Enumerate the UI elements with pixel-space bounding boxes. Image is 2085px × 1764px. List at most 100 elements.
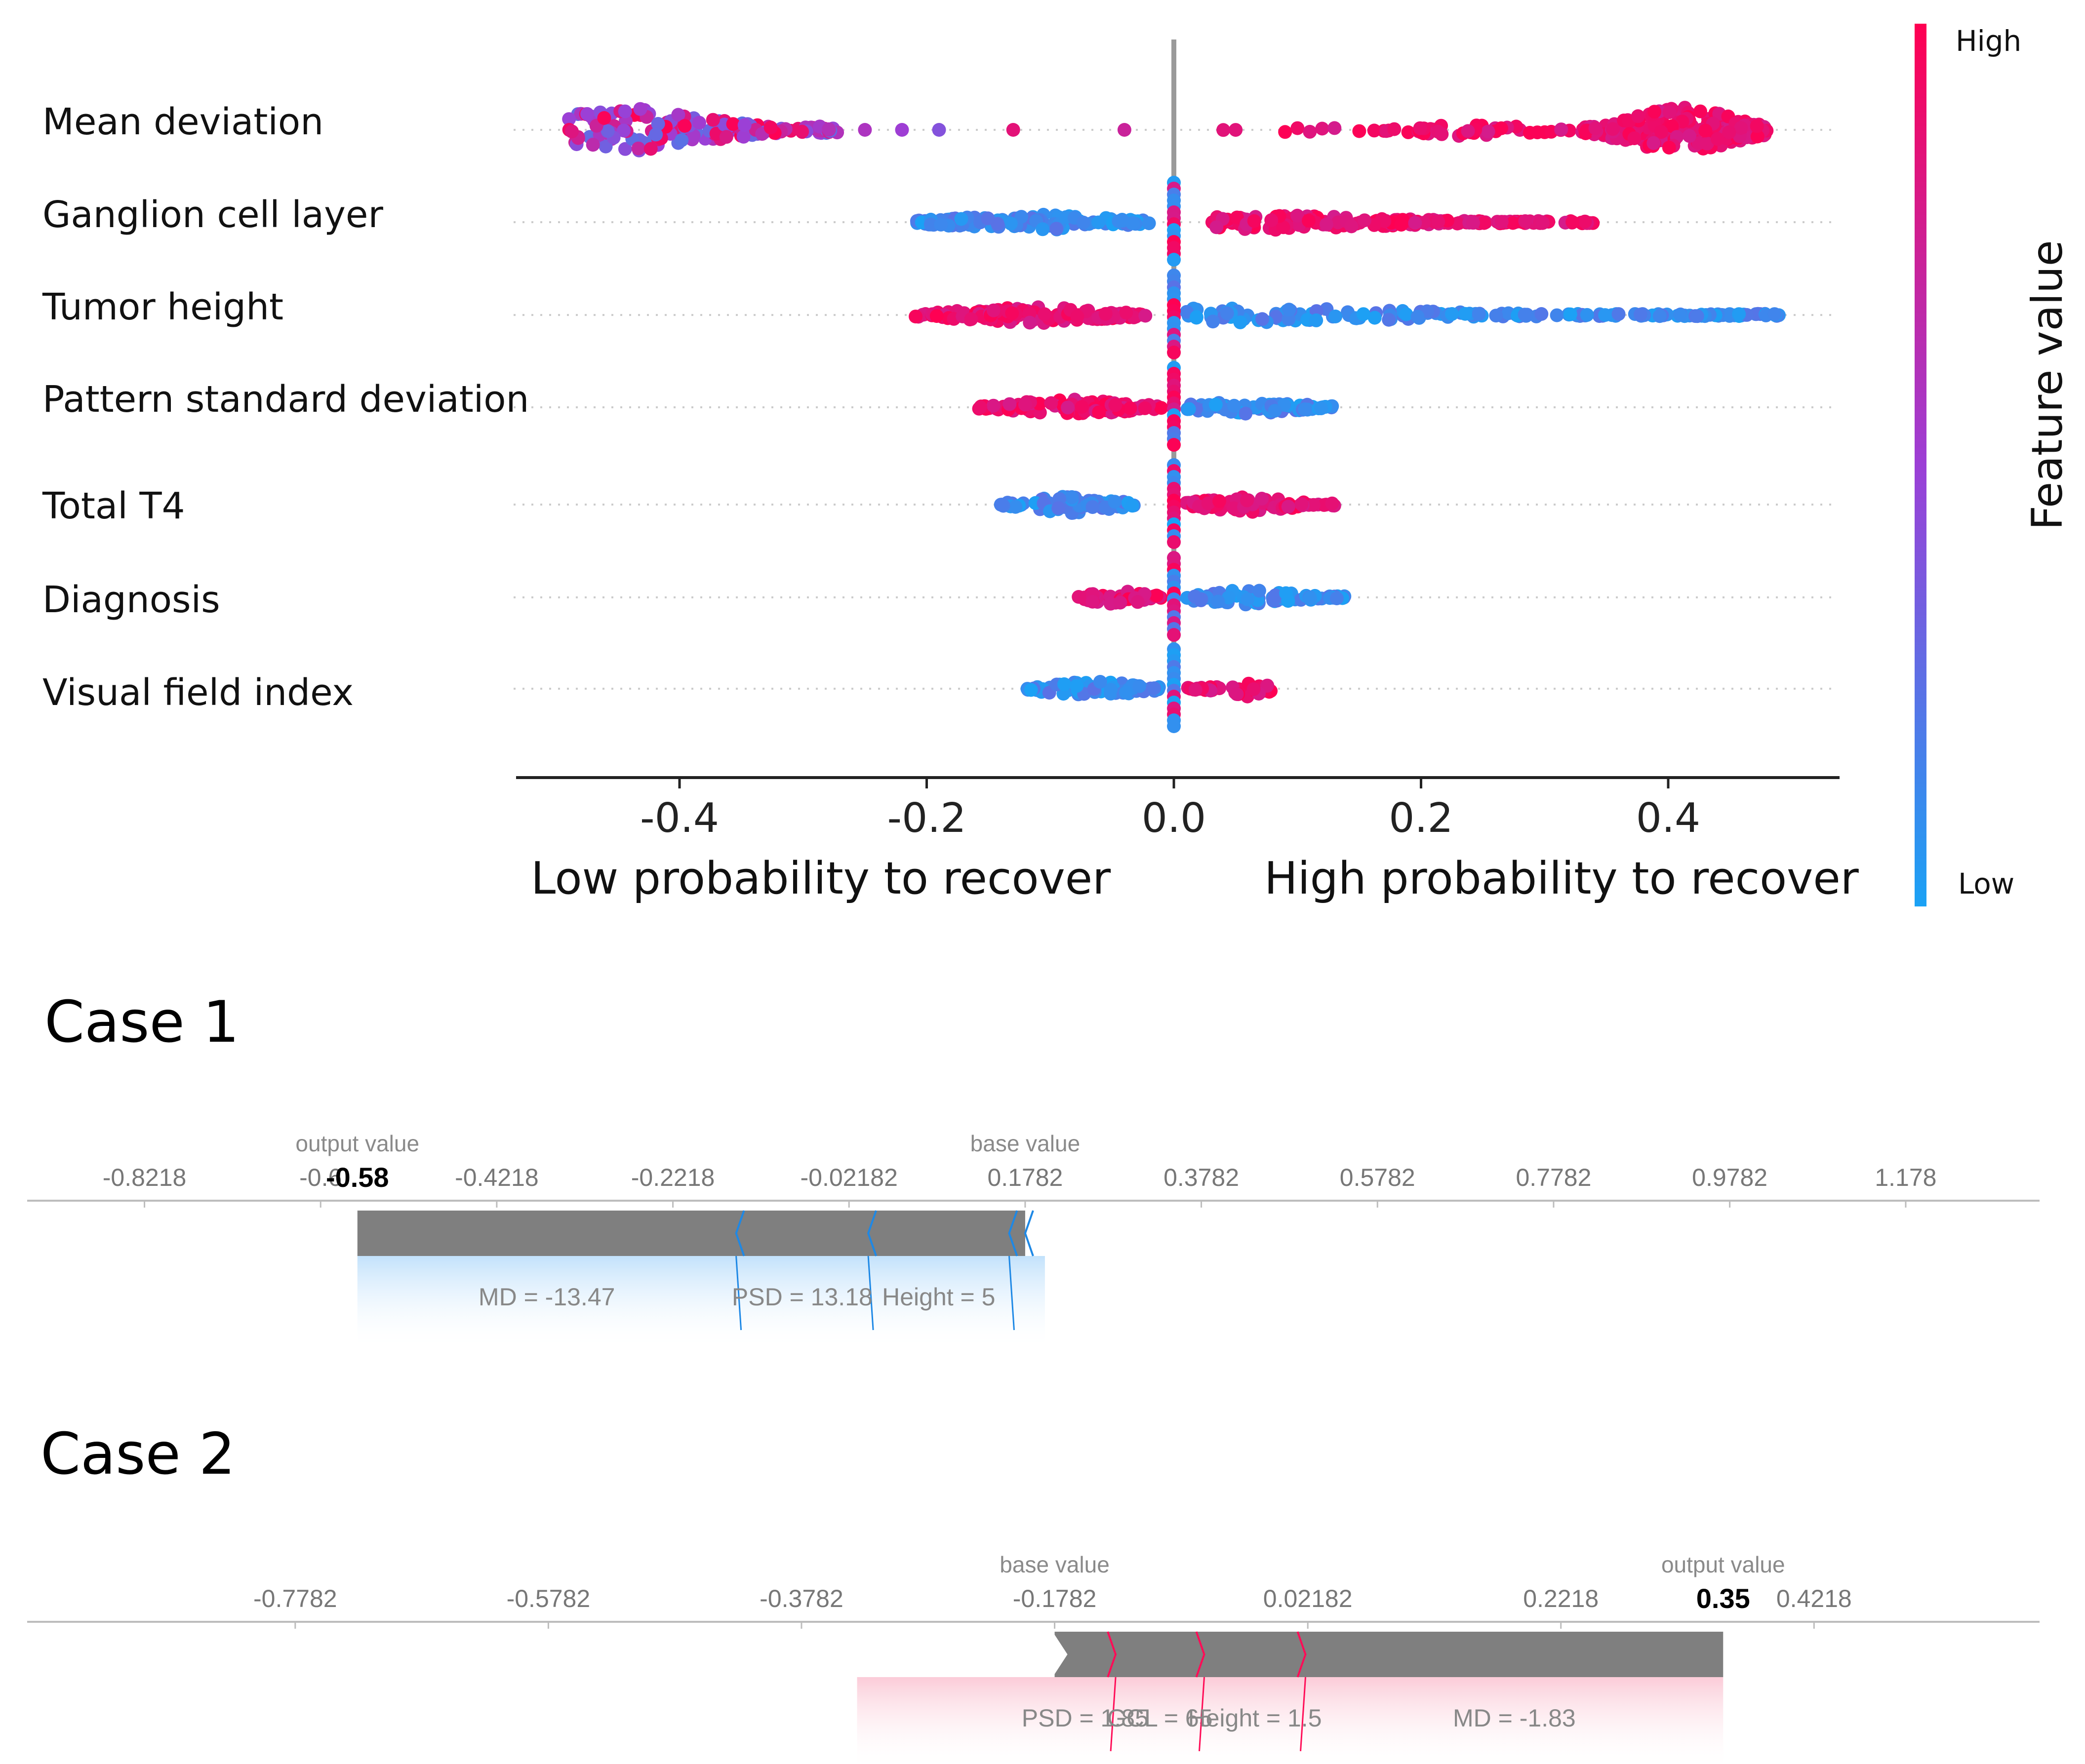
shap-point: [1093, 675, 1107, 689]
shap-point: [954, 212, 968, 226]
shap-point: [1302, 214, 1316, 228]
segment-chevron: [735, 1210, 745, 1256]
force-tick-label: 0.2218: [1523, 1585, 1599, 1612]
shap-point: [923, 217, 938, 232]
shap-point: [1005, 306, 1019, 320]
shap-point: [1201, 496, 1215, 510]
shap-point: [643, 142, 658, 156]
shap-point: [631, 141, 645, 156]
shap-point: [562, 112, 576, 126]
segment-separator: [735, 1255, 742, 1331]
segment-label: PSD = 13.18: [732, 1283, 873, 1311]
shap-point: [1130, 595, 1145, 609]
force-tick-label: 1.178: [1875, 1164, 1936, 1191]
x-tick-label: 0.2: [1389, 795, 1453, 842]
shap-point: [1264, 213, 1279, 227]
shap-point: [1255, 312, 1269, 326]
shap-point: [1229, 123, 1243, 137]
x-label-high: High probability to recover: [1264, 853, 1859, 904]
shap-point: [895, 123, 909, 137]
force-tick-label: -0.02182: [801, 1164, 898, 1191]
shap-point: [1117, 123, 1131, 137]
force-tick-label: 0.5782: [1340, 1164, 1415, 1191]
shap-point: [858, 123, 872, 137]
shap-point: [1298, 402, 1312, 417]
shap-point: [1314, 401, 1328, 416]
colorbar-high-label: High: [1956, 24, 2021, 58]
force-bar: [357, 1211, 1025, 1256]
shap-point: [995, 498, 1009, 512]
x-tick-label: -0.2: [887, 795, 966, 842]
force-tick-label: 0.7782: [1516, 1164, 1591, 1191]
segment-chevron: [1008, 1210, 1018, 1256]
segment-label: MD = -13.47: [479, 1283, 615, 1311]
shap-point: [1194, 592, 1208, 606]
shap-point: [1563, 307, 1577, 321]
shap-point: [1536, 216, 1550, 230]
force-tick-label: -0.2218: [631, 1164, 715, 1191]
feature-label: Tumor height: [42, 286, 283, 328]
shap-point: [1098, 307, 1113, 321]
colorbar-low-label: Low: [1958, 867, 2014, 901]
shap-point: [1276, 220, 1290, 235]
shap-point: [597, 111, 611, 125]
shap-point: [675, 133, 689, 147]
output-value: -0.58: [326, 1162, 389, 1193]
shap-point: [981, 211, 995, 226]
shap-point: [1268, 404, 1282, 418]
shap-point: [1722, 125, 1736, 139]
shap-point: [1431, 215, 1445, 229]
shap-point: [1494, 215, 1509, 229]
shap-point: [1085, 500, 1100, 514]
shap-point: [601, 124, 615, 138]
shap-point: [1534, 307, 1549, 321]
shap-point: [618, 142, 632, 156]
force-tick-label: -0.1782: [1013, 1585, 1097, 1612]
shap-point: [1036, 222, 1050, 236]
shap-point: [1461, 124, 1475, 138]
shap-point: [1611, 307, 1626, 321]
shap-point: [649, 127, 663, 142]
shap-point: [1142, 216, 1156, 231]
shap-point: [934, 218, 948, 232]
shap-point: [565, 124, 579, 139]
shap-point: [692, 116, 706, 130]
shap-point: [909, 310, 923, 324]
shap-point: [1018, 397, 1032, 412]
segment-label: Height = 5: [882, 1283, 995, 1311]
feature-labels: Mean deviation Ganglion cell layer Tumor h…: [42, 101, 529, 714]
segment-separator: [1110, 1677, 1117, 1752]
shap-point: [1445, 307, 1459, 321]
shap-point: [1673, 308, 1687, 322]
shap-point: [1481, 124, 1495, 139]
shap-point: [586, 138, 600, 152]
shap-point: [1750, 119, 1764, 133]
shap-point: [1466, 216, 1480, 230]
shap-point: [1070, 310, 1084, 324]
shap-point: [1119, 306, 1133, 320]
shap-point: [1104, 683, 1118, 697]
shap-point: [1057, 677, 1071, 691]
shap-point: [1014, 210, 1029, 224]
shap-point: [1647, 105, 1662, 119]
force-tick-label: 0.1782: [987, 1164, 1063, 1191]
shap-point: [599, 139, 613, 154]
shap-point: [1281, 500, 1295, 514]
force-tick-label: -0.3782: [760, 1585, 843, 1612]
x-tick-label: 0.0: [1142, 795, 1206, 842]
shap-point: [1108, 398, 1123, 412]
shap-point: [1410, 310, 1425, 324]
shap-point: [1023, 315, 1037, 330]
shap-point: [1367, 123, 1381, 138]
shap-summary-plot: Mean deviation Ganglion cell layer Tumor h…: [42, 24, 2072, 906]
force-tick-label: -0.7782: [253, 1585, 337, 1612]
force-shadow: [857, 1677, 1724, 1764]
shap-point: [1327, 121, 1342, 135]
force-tick-label: 0.02182: [1263, 1585, 1353, 1612]
shap-point: [1633, 308, 1647, 322]
beeswarm-points: [562, 101, 1786, 733]
shap-point: [1138, 401, 1152, 415]
force-tick-label: 0.3782: [1163, 1164, 1239, 1191]
case-2-title: Case 2: [40, 1421, 236, 1488]
shap-point: [1038, 307, 1052, 321]
